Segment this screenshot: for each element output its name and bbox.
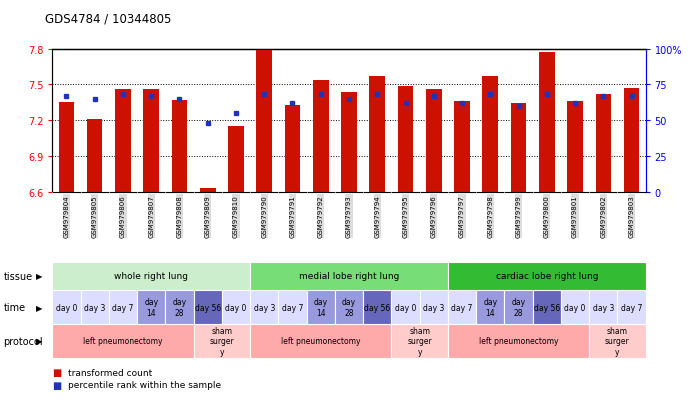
Bar	[115, 90, 131, 192]
Text: day 3: day 3	[593, 303, 614, 312]
Text: day
14: day 14	[144, 298, 158, 317]
Bar	[419, 290, 448, 324]
Bar	[285, 105, 300, 192]
Bar	[80, 290, 109, 324]
Bar	[341, 92, 357, 192]
Text: percentile rank within the sample: percentile rank within the sample	[68, 380, 221, 389]
Bar	[392, 290, 419, 324]
Bar	[448, 262, 646, 290]
Text: ▶: ▶	[36, 337, 43, 346]
Text: ■: ■	[52, 380, 61, 390]
Text: left pneumonectomy: left pneumonectomy	[83, 337, 163, 346]
Bar	[313, 81, 329, 192]
Bar	[595, 95, 611, 192]
Bar	[193, 290, 222, 324]
Bar	[448, 290, 476, 324]
Bar	[589, 290, 618, 324]
Text: day 56: day 56	[364, 303, 390, 312]
Bar	[200, 188, 216, 192]
Text: protocol: protocol	[3, 336, 43, 346]
Text: ■: ■	[52, 368, 61, 377]
Text: sham
surger
y: sham surger y	[605, 326, 630, 356]
Bar	[482, 77, 498, 192]
Text: day 7: day 7	[452, 303, 473, 312]
Bar	[392, 324, 448, 358]
Bar	[228, 127, 244, 192]
Bar	[618, 290, 646, 324]
Bar	[589, 324, 646, 358]
Text: cardiac lobe right lung: cardiac lobe right lung	[496, 272, 598, 281]
Bar	[87, 120, 103, 192]
Text: sham
surger
y: sham surger y	[209, 326, 235, 356]
Text: day
28: day 28	[512, 298, 526, 317]
Text: day
14: day 14	[483, 298, 497, 317]
Text: day 0: day 0	[225, 303, 246, 312]
Bar	[476, 290, 505, 324]
Bar	[52, 262, 250, 290]
Text: day
28: day 28	[172, 298, 186, 317]
Bar	[426, 90, 442, 192]
Bar	[363, 290, 392, 324]
Bar	[533, 290, 561, 324]
Bar	[193, 324, 250, 358]
Text: day 56: day 56	[195, 303, 221, 312]
Text: ▶: ▶	[36, 272, 43, 281]
Bar	[448, 324, 589, 358]
Text: transformed count: transformed count	[68, 368, 152, 377]
Bar	[561, 290, 589, 324]
Bar	[144, 90, 159, 192]
Bar	[59, 103, 74, 192]
Bar	[250, 324, 392, 358]
Text: GDS4784 / 10344805: GDS4784 / 10344805	[45, 12, 172, 25]
Bar	[306, 290, 335, 324]
Bar	[279, 290, 306, 324]
Bar	[222, 290, 250, 324]
Text: day 0: day 0	[56, 303, 77, 312]
Bar	[567, 102, 583, 192]
Text: day
14: day 14	[313, 298, 328, 317]
Text: day 0: day 0	[564, 303, 586, 312]
Text: day 56: day 56	[534, 303, 560, 312]
Bar	[250, 262, 448, 290]
Text: day 3: day 3	[253, 303, 275, 312]
Text: sham
surger
y: sham surger y	[407, 326, 432, 356]
Bar	[52, 290, 80, 324]
Text: medial lobe right lung: medial lobe right lung	[299, 272, 399, 281]
Text: day 7: day 7	[112, 303, 134, 312]
Bar	[52, 324, 193, 358]
Bar	[454, 102, 470, 192]
Bar	[256, 50, 272, 192]
Text: day 7: day 7	[282, 303, 303, 312]
Bar	[137, 290, 165, 324]
Text: left pneumonectomy: left pneumonectomy	[281, 337, 360, 346]
Text: day 7: day 7	[621, 303, 642, 312]
Bar	[335, 290, 363, 324]
Text: left pneumonectomy: left pneumonectomy	[479, 337, 558, 346]
Text: day 0: day 0	[395, 303, 416, 312]
Bar	[398, 86, 413, 192]
Text: ▶: ▶	[36, 303, 43, 312]
Text: time: time	[3, 302, 26, 312]
Bar	[539, 53, 554, 192]
Text: tissue: tissue	[3, 271, 33, 281]
Bar	[624, 89, 639, 192]
Bar	[369, 77, 385, 192]
Text: day
28: day 28	[342, 298, 356, 317]
Bar	[505, 290, 533, 324]
Text: day 3: day 3	[84, 303, 105, 312]
Bar	[165, 290, 193, 324]
Bar	[172, 101, 187, 192]
Text: day 3: day 3	[423, 303, 445, 312]
Bar	[511, 104, 526, 192]
Bar	[250, 290, 279, 324]
Bar	[109, 290, 137, 324]
Text: whole right lung: whole right lung	[114, 272, 188, 281]
